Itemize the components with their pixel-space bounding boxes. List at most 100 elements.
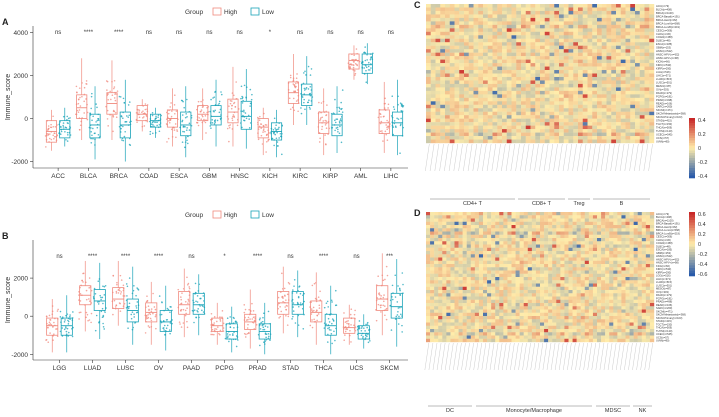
data-point [348,325,350,327]
heatmap-cell [464,52,469,57]
heatmap-cell [554,73,560,78]
heatmap-cell [605,221,610,226]
heatmap-cell [584,257,590,261]
data-point [125,120,128,123]
heatmap-cell [540,218,545,222]
heatmap-cell [635,42,640,46]
data-point [165,327,168,330]
heatmap-cell [450,238,455,242]
row-label: COAD(n=458) [656,35,673,39]
heatmap-cell [625,254,630,258]
heatmap-cell [499,260,504,265]
heatmap-cell [641,267,647,271]
data-point [369,58,372,61]
heatmap-cell [573,7,579,12]
heatmap-cell [499,221,504,226]
data-point [279,305,281,308]
heatmap-cell [506,4,512,8]
heatmap-cell [559,59,564,64]
heatmap-cell [635,122,640,126]
data-point [150,319,153,322]
data-point [188,286,191,288]
data-point [113,299,116,302]
heatmap-cell [487,125,493,130]
heatmap-cell [597,31,602,36]
heatmap-cell [584,254,590,258]
data-point [333,330,335,333]
heatmap-cell [616,90,621,95]
heatmap-cell [554,63,560,67]
data-point [181,120,183,123]
data-point [370,67,372,69]
heatmap-cell [521,59,526,64]
heatmap-cell [630,38,636,43]
heatmap-cell [629,241,634,245]
panel-label: C [414,0,421,10]
heatmap-cell [462,273,467,278]
heatmap-cell [470,254,476,258]
heatmap-cell [458,264,463,268]
data-point [305,74,307,76]
heatmap-cell [492,139,498,144]
data-point [228,105,230,107]
heatmap-cell [468,73,474,78]
heatmap-cell [605,215,610,219]
heatmap-cell [435,73,441,78]
heatmap-cell [487,218,492,222]
heatmap-cell [609,212,614,216]
heatmap-cell [435,10,441,15]
heatmap-cell [578,7,583,12]
data-point [308,99,310,102]
heatmap-cell [544,38,550,43]
heatmap-cell [438,241,443,245]
legend-swatch-low [250,7,260,16]
heatmap-cell [464,118,469,123]
heatmap-cell [478,94,484,99]
column-label-mark [491,143,496,172]
heatmap-cell [597,21,602,26]
heatmap-cell [497,108,503,112]
heatmap-cell [568,52,574,57]
heatmap-cell [609,251,614,255]
heatmap-cell [474,267,480,271]
heatmap-cell [483,90,488,95]
data-point [97,280,100,283]
heatmap-cell [487,129,493,133]
data-point [301,96,304,98]
heatmap-cell [582,125,588,130]
data-point [79,124,82,127]
heatmap-cell [605,212,610,216]
heatmap-cell [649,118,655,123]
data-point [158,123,161,126]
heatmap-cell [440,66,446,71]
heatmap-cell [454,115,460,119]
heatmap-cell [440,87,446,92]
heatmap-cell [649,267,655,271]
data-point [263,128,265,130]
data-point [219,329,222,332]
heatmap-cell [516,45,522,50]
data-point [127,307,130,310]
heatmap-cell [440,94,446,99]
heatmap-cell [503,241,508,245]
heatmap-cell [521,80,526,85]
heatmap-cell [616,17,621,22]
heatmap-cell [466,251,471,255]
data-point [226,333,229,335]
heatmap-cell [601,238,606,242]
heatmap-cell [454,221,459,226]
heatmap-cell [649,270,655,274]
heatmap-cell [521,17,526,22]
data-point [259,317,261,319]
heatmap-cell [426,104,431,109]
heatmap-cell [525,17,531,22]
data-point [180,298,183,301]
column-label-mark [610,143,615,172]
data-point [151,111,154,114]
heatmap-cell [616,28,621,32]
data-point [162,327,164,330]
heatmap-cell [635,101,640,105]
data-point [233,94,235,97]
data-point [304,70,306,73]
heatmap-cell [527,260,533,265]
